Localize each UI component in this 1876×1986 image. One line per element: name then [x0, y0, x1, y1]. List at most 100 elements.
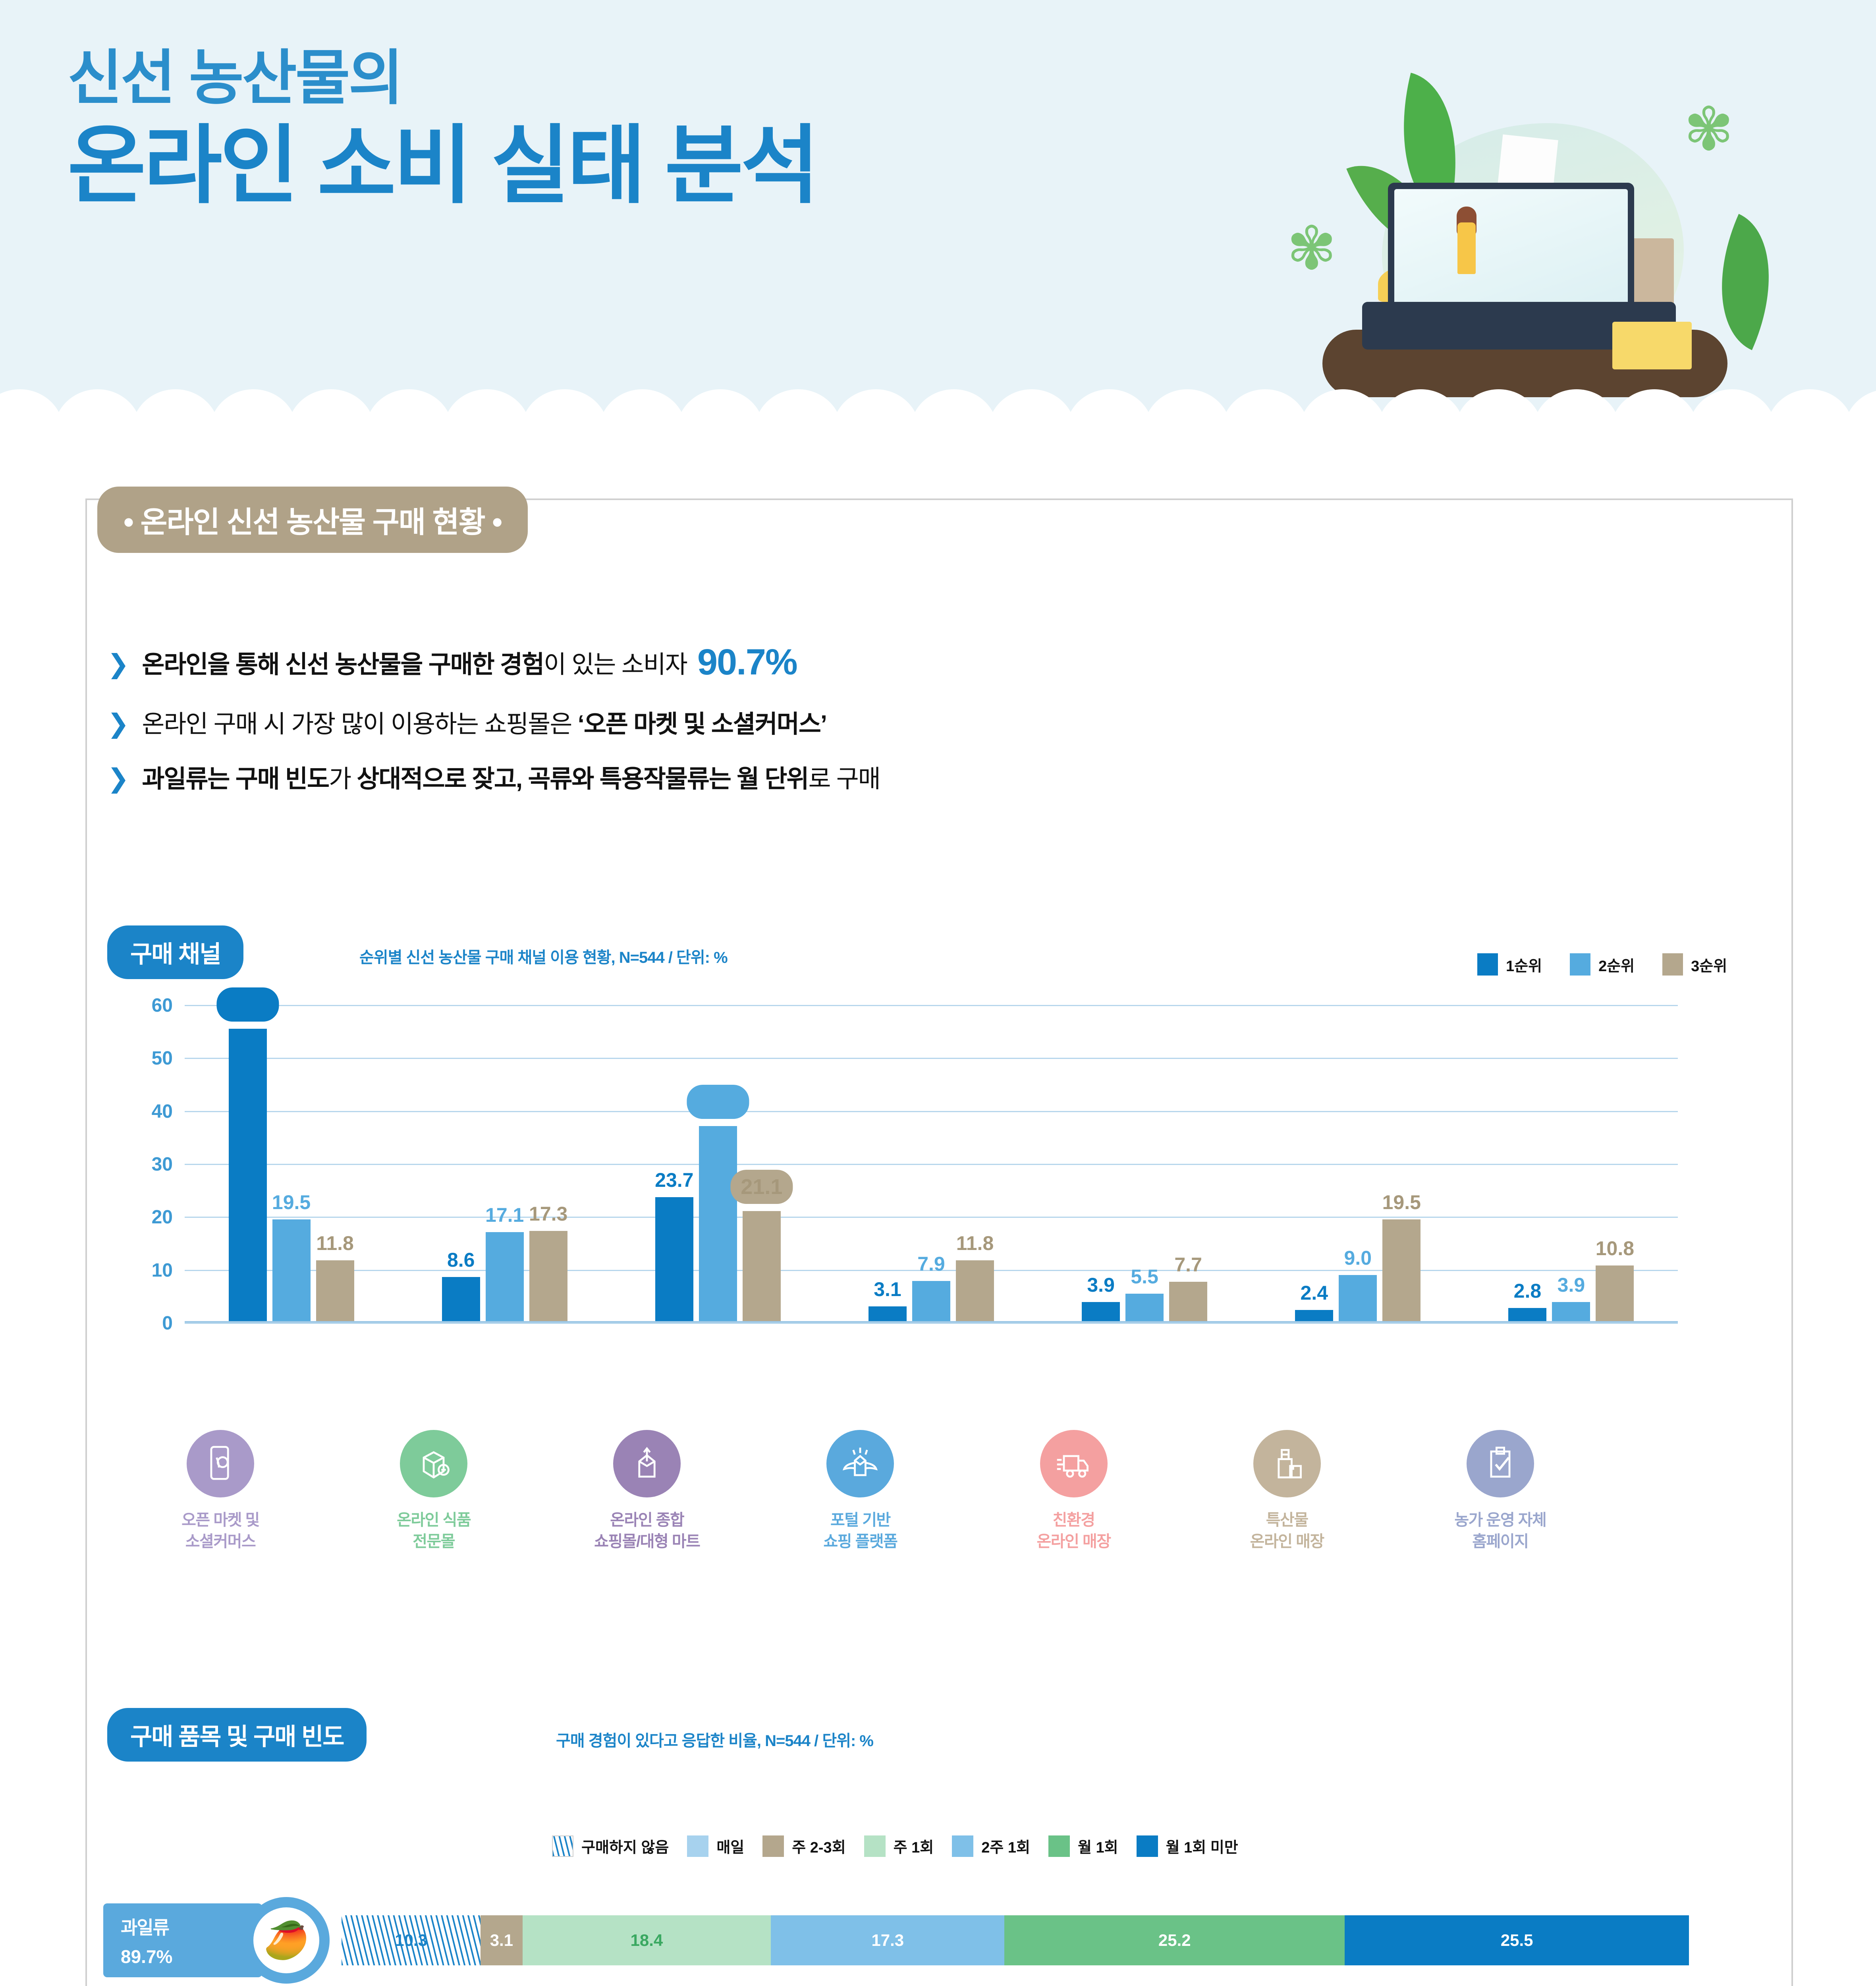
legend-swatch — [864, 1835, 886, 1857]
category-2: 온라인 식품 전문몰 — [350, 1430, 517, 1552]
bar-value-label: 11.8 — [316, 1232, 354, 1254]
legend-swatch — [1477, 953, 1498, 976]
category-5: 친환경 온라인 매장 — [990, 1430, 1157, 1552]
header-banner: 신선 농산물의 온라인 소비 실태 분석 ✾ ✾ MILK — [0, 0, 1876, 445]
frequency-legend-item-3: 주 2-3회 — [762, 1835, 846, 1857]
bar-1순위: 8.6 — [442, 1249, 480, 1323]
legend-swatch — [1048, 1835, 1070, 1857]
bar-value-label: 3.9 — [1087, 1274, 1115, 1296]
scallop-bump — [521, 389, 608, 445]
bullet-2-strong: ‘오픈 마켓 및 소셜커머스’ — [577, 711, 828, 738]
category-6: 특산물 온라인 매장 — [1204, 1430, 1370, 1552]
category-label: 온라인 종합 쇼핑몰/대형 마트 — [594, 1511, 701, 1550]
bar-value-label: 3.1 — [874, 1278, 901, 1300]
scallop-bump — [1299, 389, 1387, 445]
category-label: 특산물 온라인 매장 — [1250, 1511, 1325, 1550]
y-axis-tick: 10 — [151, 1260, 173, 1281]
legend-label: 월 1회 — [1078, 1839, 1118, 1856]
category-label: 오픈 마켓 및 소셜커머스 — [181, 1511, 260, 1550]
scallop-bump — [1455, 389, 1542, 445]
frequency-legend-item-5: 2주 1회 — [952, 1835, 1030, 1857]
legend-item-1: 1순위 — [1477, 953, 1542, 976]
main-panel — [85, 498, 1793, 1986]
frequency-legend-item-6: 월 1회 — [1048, 1835, 1118, 1857]
list-item: ❯ 온라인을 통해 신선 농산물을 구매한 경험이 있는 소비자 90.7% — [107, 639, 1656, 685]
legend-label: 월 1회 미만 — [1166, 1839, 1238, 1856]
y-axis-tick: 30 — [151, 1154, 173, 1175]
bullet-1-strong: 온라인을 통해 신선 농산물을 구매한 경험 — [142, 651, 544, 678]
bar-2순위: 17.1 — [485, 1204, 524, 1323]
scallop-bump — [599, 389, 686, 445]
stacked-segment-none: 10.3 — [342, 1915, 481, 1965]
bullet-3-p3: 상대적으로 잦고, 곡류와 특용작물류는 월 단위 — [357, 765, 809, 793]
laptop-icon — [1388, 183, 1634, 314]
category-label: 농가 운영 자체 홈페이지 — [1454, 1511, 1547, 1550]
scallop-bump — [365, 389, 453, 445]
box-plus-icon — [400, 1430, 468, 1497]
scallop-bump — [210, 389, 297, 445]
bar-group: 2.8 3.9 10.8 — [1465, 1005, 1678, 1323]
scallop-bump — [1844, 389, 1876, 445]
key-findings-list: ❯ 온라인을 통해 신선 농산물을 구매한 경험이 있는 소비자 90.7% ❯ … — [107, 639, 1656, 818]
bar-2순위: 37.1 — [687, 1085, 749, 1323]
gridline — [185, 1111, 1678, 1112]
chevron-right-icon: ❯ — [107, 649, 129, 678]
delivery-truck-icon — [1040, 1430, 1108, 1497]
bar-3순위: 17.3 — [529, 1203, 567, 1323]
row-name: 과일류 — [121, 1917, 170, 1938]
bar-value-label: 19.5 — [1382, 1191, 1421, 1213]
scallop-bump — [1377, 389, 1465, 445]
legend-swatch — [1662, 953, 1683, 976]
channel-chart-legend: 1순위 2순위 3순위 — [1477, 953, 1727, 976]
legend-swatch — [1570, 953, 1591, 976]
x-axis — [185, 1321, 1678, 1323]
scallop-bump — [910, 389, 998, 445]
legend-swatch — [762, 1835, 784, 1857]
scallop-bump — [677, 389, 764, 445]
list-item: ❯ 과일류는 구매 빈도가 상대적으로 잦고, 곡류와 특용작물류는 월 단위로… — [107, 764, 1656, 795]
legend-item-3: 3순위 — [1662, 953, 1727, 976]
legend-label: 구매하지 않음 — [581, 1839, 669, 1856]
bar-3순위: 19.5 — [1382, 1191, 1421, 1323]
tag-purchase-channel: 구매 채널 — [107, 925, 244, 979]
legend-label: 주 2-3회 — [792, 1839, 846, 1856]
bar-value-label: 9.0 — [1344, 1247, 1372, 1269]
legend-swatch — [952, 1835, 974, 1857]
list-item: ❯ 온라인 구매 시 가장 많이 이용하는 쇼핑몰은 ‘오픈 마켓 및 소셜커머… — [107, 709, 1656, 740]
person-body — [1457, 222, 1476, 274]
bar-value-label: 21.1 — [730, 1169, 793, 1204]
bar-group: 8.6 17.1 17.3 — [398, 1005, 611, 1323]
legend-swatch — [687, 1835, 709, 1857]
herb-sprig-icon: ✾ — [1684, 96, 1734, 162]
bar-value-label: 23.7 — [655, 1169, 694, 1191]
gridline — [185, 1005, 1678, 1006]
frequency-stacked-chart: 구매하지 않음 매일 주 2-3회 주 1회 2주 1회 월 1회 월 1회 미만 과일류 8… — [103, 1835, 1692, 1986]
bar-value-label: 10.8 — [1595, 1237, 1635, 1260]
bar-value-label: 5.5 — [1131, 1265, 1158, 1288]
scallop-bump — [288, 389, 375, 445]
bar-value-label: 7.7 — [1174, 1254, 1202, 1276]
herb-sprig-icon: ✾ — [1287, 215, 1337, 282]
bar-group: 3.1 7.9 11.8 — [824, 1005, 1038, 1323]
bullet-text-3: 과일류는 구매 빈도가 상대적으로 잦고, 곡류와 특용작물류는 월 단위로 구… — [142, 764, 881, 795]
scallop-bump — [1066, 389, 1153, 445]
y-axis-tick: 60 — [151, 995, 173, 1016]
category-label: 친환경 온라인 매장 — [1036, 1511, 1112, 1550]
category-4: 포털 기반 쇼핑 플랫폼 — [777, 1430, 944, 1552]
laptop-screen-content — [1394, 189, 1628, 307]
bar-value-label: 17.1 — [485, 1204, 524, 1226]
bar-value-label: 7.9 — [917, 1252, 945, 1275]
open-box-arrow-icon — [613, 1430, 681, 1497]
scallop-bump — [1766, 389, 1854, 445]
scallop-bump — [1611, 389, 1698, 445]
category-label: 포털 기반 쇼핑 플랫폼 — [823, 1511, 898, 1550]
channel-bar-chart: 1순위 2순위 3순위 0 10 20 30 40 50 60 55.5 19.5 11.8 8.6 17… — [103, 953, 1727, 1434]
legend-swatch — [552, 1835, 573, 1857]
frequency-legend-item-4: 주 1회 — [864, 1835, 934, 1857]
bar-3순위: 11.8 — [955, 1232, 994, 1323]
bar-group: 3.9 5.5 7.7 — [1038, 1005, 1251, 1323]
leaf-icon — [1690, 214, 1801, 350]
legend-label: 주 1회 — [893, 1839, 934, 1856]
frequency-legend-item-2: 매일 — [687, 1835, 744, 1857]
chevron-right-icon: ❯ — [107, 709, 129, 738]
